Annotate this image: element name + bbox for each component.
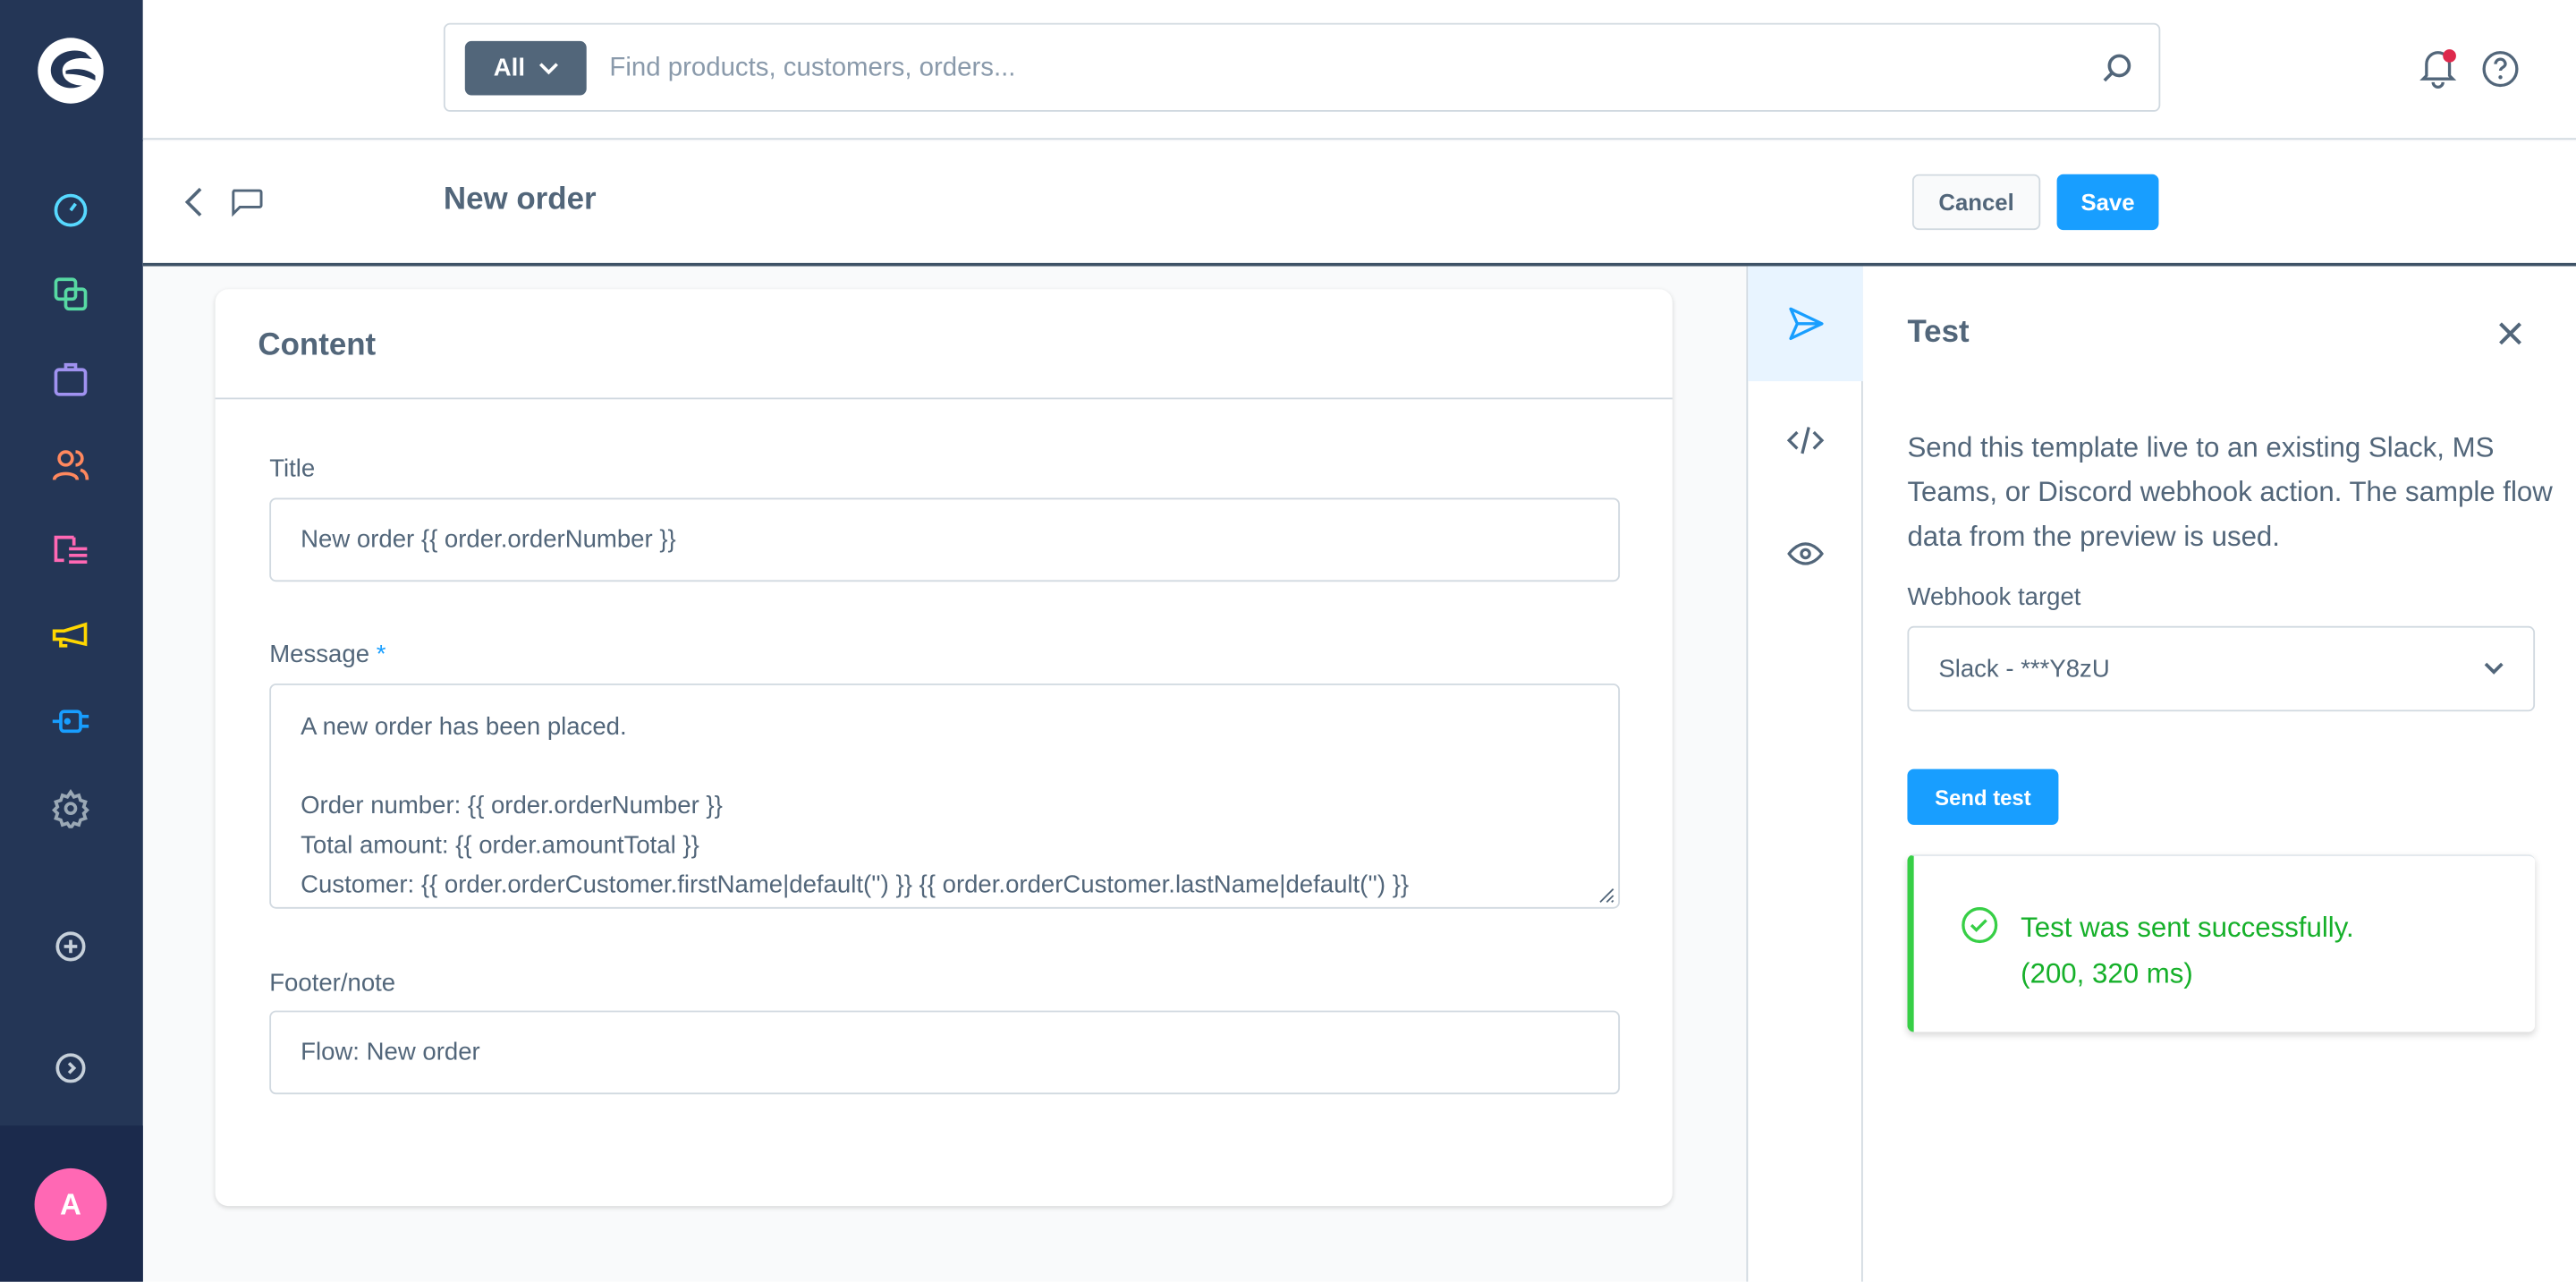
panel-title: Test [1907,315,1970,351]
customers-icon[interactable] [46,440,95,489]
marketing-icon[interactable] [46,611,95,660]
shopware-logo[interactable] [36,36,105,113]
chevron-down-icon [2484,662,2504,675]
help-icon[interactable] [2480,49,2520,89]
content-icon[interactable] [46,526,95,575]
panel-description: Send this template live to an existing S… [1907,432,2553,553]
catalog-icon[interactable] [46,269,95,318]
search-scope-label: All [493,54,525,82]
avatar[interactable]: A [34,1167,107,1241]
webhook-label: Webhook target [1907,583,2081,612]
resize-handle-icon[interactable] [1595,884,1614,904]
test-panel: Test Send this template live to an exist… [1862,266,2576,1282]
success-line: Test was sent successfully. [2021,912,2354,944]
check-circle-icon [1962,907,1998,944]
global-search: All [443,22,2161,112]
bell-icon[interactable] [2417,46,2460,89]
success-message: Test was sent successfully. (200, 320 ms… [2021,905,2354,998]
page-header: New order Cancel Save [142,140,2576,267]
success-detail: (200, 320 ms) [2021,957,2193,989]
cancel-button[interactable]: Cancel [1911,174,2041,231]
webhook-value: Slack - ***Y8zU [1938,654,2110,683]
send-test-button[interactable]: Send test [1907,768,2059,826]
divider [215,397,1673,400]
back-icon[interactable] [182,186,206,219]
close-icon[interactable] [2497,320,2523,346]
chevron-down-icon [538,62,558,74]
success-alert: Test was sent successfully. (200, 320 ms… [1907,854,2536,1032]
search-scope-dropdown[interactable]: All [464,40,587,96]
settings-icon[interactable] [46,784,95,833]
message-textarea[interactable]: A new order has been placed. Order numbe… [269,683,1621,909]
top-bar: All [142,0,2576,140]
webhook-select[interactable]: Slack - ***Y8zU [1907,625,2536,712]
tab-code[interactable] [1748,383,1863,498]
dashboard-icon[interactable] [46,184,95,233]
comment-icon[interactable] [228,187,264,217]
orders-icon[interactable] [46,355,95,404]
tab-test[interactable] [1748,266,1863,382]
sidebar: A [0,0,143,1282]
tab-preview[interactable] [1748,497,1863,612]
extensions-icon[interactable] [46,697,95,746]
content-card: Content Title New order {{ order.orderNu… [215,289,1673,1207]
footer-input[interactable]: Flow: New order [269,1010,1621,1095]
message-label-text: Message [269,641,370,669]
side-tabs [1746,266,1863,1282]
code-icon [1786,427,1825,454]
footer-label: Footer/note [269,969,396,998]
search-icon[interactable] [2101,53,2134,86]
save-button[interactable]: Save [2056,174,2159,231]
title-input[interactable]: New order {{ order.orderNumber }} [269,497,1621,582]
expand-sidebar-icon[interactable] [46,1043,95,1092]
eye-icon [1787,542,1824,565]
search-input[interactable] [609,44,2055,94]
required-mark: * [376,641,386,669]
title-label: Title [269,454,316,483]
page-title: New order [443,182,597,217]
add-icon[interactable] [46,921,95,971]
send-icon [1789,307,1824,341]
message-label: Message * [269,641,386,668]
card-title: Content [258,328,377,363]
